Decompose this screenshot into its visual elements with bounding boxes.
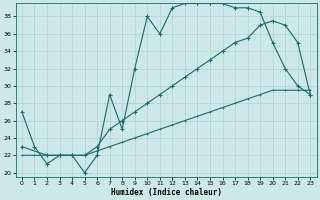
X-axis label: Humidex (Indice chaleur): Humidex (Indice chaleur) xyxy=(111,188,221,197)
